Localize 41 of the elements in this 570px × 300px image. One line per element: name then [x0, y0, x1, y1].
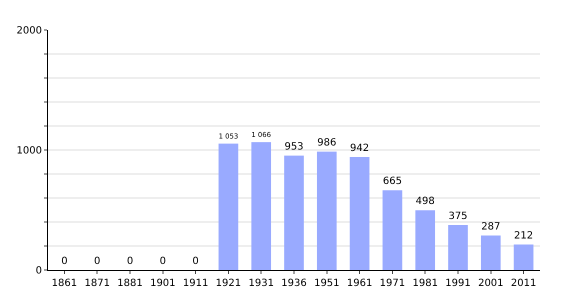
- x-tick-label: 1881: [117, 278, 143, 289]
- x-tick-label: 1981: [412, 278, 438, 289]
- x-tick-label: 1991: [445, 278, 471, 289]
- bar: [350, 156, 370, 270]
- data-label: 665: [382, 176, 402, 188]
- x-tick-label: 1901: [150, 278, 176, 289]
- data-label: 0: [160, 256, 166, 267]
- x-tick-label: 1936: [281, 278, 307, 289]
- y-tick-label: 2000: [16, 26, 42, 36]
- x-tick-label: 1961: [346, 278, 372, 289]
- data-label: 986: [317, 138, 336, 149]
- bar: [415, 210, 436, 270]
- data-label: 0: [61, 256, 68, 267]
- x-tick-label: 1861: [52, 278, 78, 289]
- bar: [218, 144, 238, 270]
- data-label: 953: [284, 142, 304, 153]
- data-label: 0: [192, 256, 199, 267]
- x-tick-label: 1951: [314, 278, 340, 289]
- x-tick-label: 1911: [182, 278, 208, 289]
- x-tick-label: 2011: [510, 278, 536, 289]
- x-tick-label: 1931: [248, 278, 274, 289]
- bar: [480, 236, 501, 270]
- bar: [382, 190, 402, 270]
- y-tick-label: 0: [36, 266, 42, 276]
- bar: [251, 142, 272, 270]
- data-label: 287: [481, 222, 500, 233]
- data-label: 375: [448, 211, 468, 222]
- data-label: 212: [514, 230, 534, 242]
- data-label: 0: [94, 256, 100, 267]
- x-tick-label: 2001: [478, 278, 504, 289]
- bar: [448, 225, 468, 270]
- data-label: 0: [126, 256, 134, 267]
- bar: [284, 156, 304, 270]
- bar: [316, 152, 337, 270]
- data-label: 498: [416, 196, 435, 208]
- x-tick-label: 1971: [380, 278, 406, 289]
- bar: [514, 244, 534, 270]
- x-tick-label: 1871: [84, 278, 110, 289]
- data-label: 942: [350, 142, 370, 154]
- x-tick-label: 1921: [216, 278, 242, 289]
- y-tick-label: 1000: [16, 146, 42, 156]
